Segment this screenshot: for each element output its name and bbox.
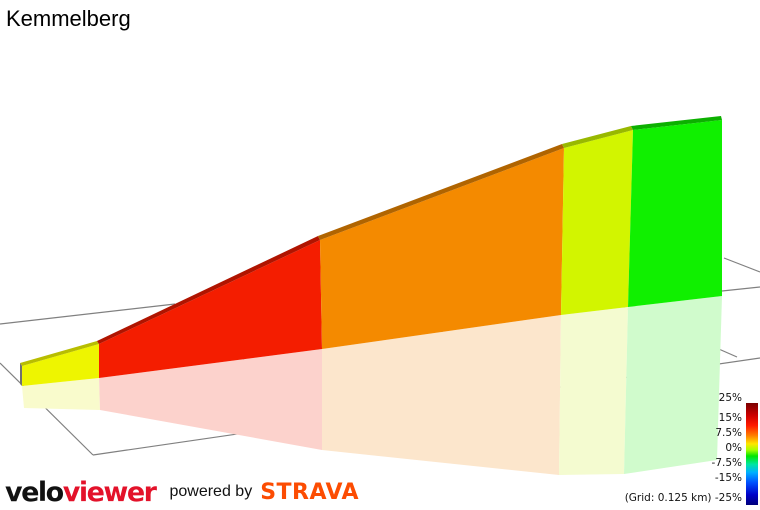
grid-note: (Grid: 0.125 km) xyxy=(624,492,712,504)
legend-tick: -15% xyxy=(714,472,742,484)
powered-by-label: powered by xyxy=(169,483,253,500)
legend-tick: 0% xyxy=(725,442,742,454)
legend-tick: -25% xyxy=(714,492,742,504)
strava-logo[interactable]: STRAVA xyxy=(260,479,360,505)
profile-faces xyxy=(22,120,722,386)
legend-grid-row: (Grid: 0.125 km) -25% xyxy=(625,492,742,504)
legend-tick: 15% xyxy=(718,412,742,424)
legend-tick: -7.5% xyxy=(711,457,742,469)
gradient-color-scale xyxy=(746,403,758,505)
legend-tick: 25% xyxy=(718,392,742,404)
legend-tick: 7.5% xyxy=(715,427,742,439)
footer-branding: veloviewer powered by STRAVA xyxy=(5,478,359,506)
profile-rim xyxy=(20,116,722,386)
page-title: Kemmelberg xyxy=(6,6,131,31)
profile-reflection xyxy=(22,296,722,475)
veloviewer-logo[interactable]: veloviewer xyxy=(5,476,157,508)
